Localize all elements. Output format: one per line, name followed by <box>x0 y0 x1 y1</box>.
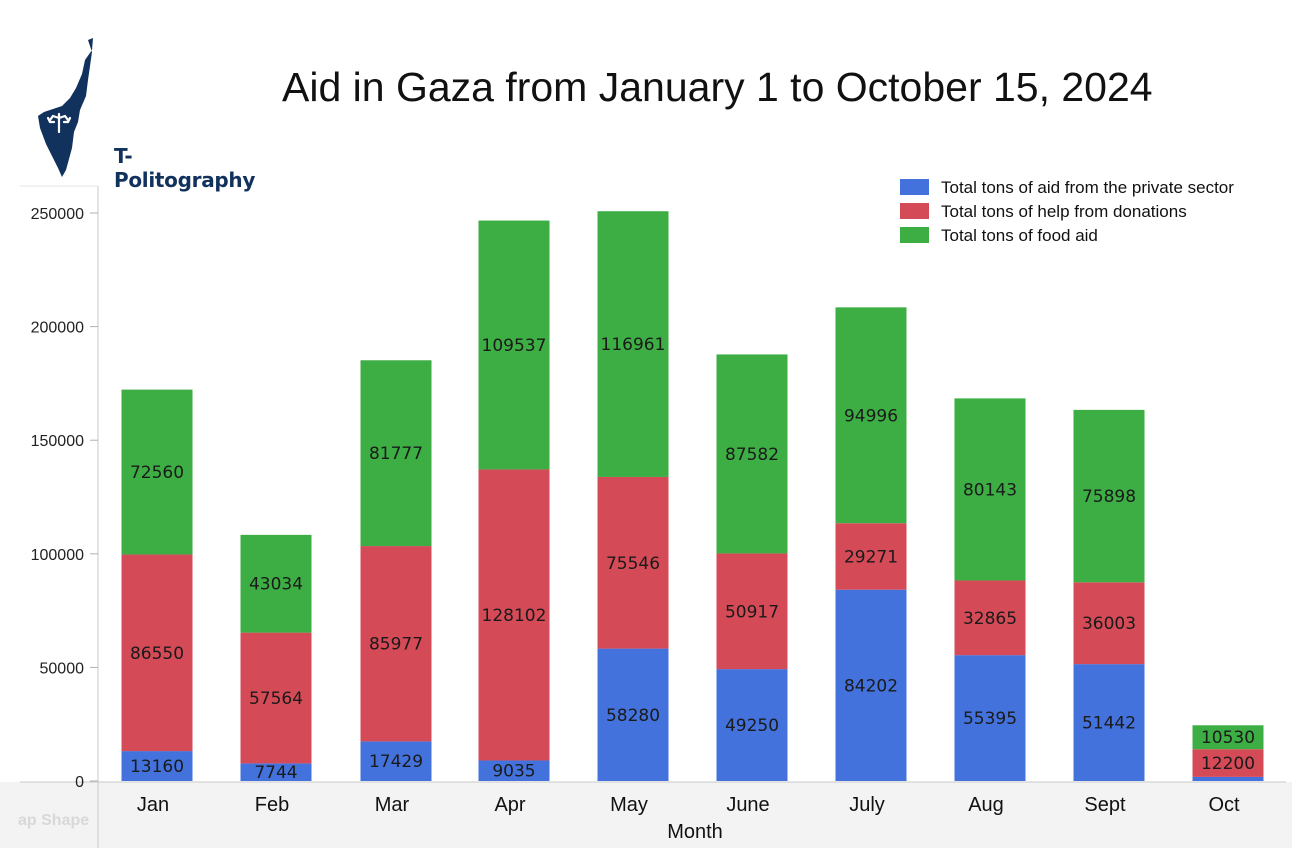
bar-segment-may-series-2 <box>597 476 669 649</box>
data-label: 58280 <box>606 706 660 726</box>
x-tick-label: Mar <box>375 794 410 816</box>
data-label: 128102 <box>482 606 547 626</box>
bar-segment-aug-series-1 <box>954 655 1026 781</box>
brand-logo: T-Politography <box>30 36 255 192</box>
data-label: 75898 <box>1082 487 1136 507</box>
x-tick-label: Aug <box>968 794 1004 816</box>
data-label: 13160 <box>130 757 184 777</box>
data-label: 85977 <box>369 635 423 655</box>
bar-segment-sept-series-2 <box>1073 582 1145 665</box>
data-label: 32865 <box>963 609 1017 629</box>
x-tick-label: Oct <box>1208 794 1240 816</box>
bar-segment-mar-series-3 <box>360 360 432 547</box>
logo-text: T-Politography <box>114 144 256 192</box>
bar-segment-oct-series-2 <box>1192 749 1264 777</box>
y-tick-label: 150000 <box>31 433 84 450</box>
bar-segment-apr-series-3 <box>478 220 550 470</box>
bar-segment-june-series-2 <box>716 553 788 670</box>
y-tick-label: 100000 <box>31 547 84 564</box>
bar-segment-july-series-1 <box>835 589 907 781</box>
data-label: 72560 <box>130 463 184 483</box>
y-tick-label: 250000 <box>31 206 84 223</box>
data-label: 36003 <box>1082 614 1136 634</box>
data-label: 17429 <box>369 752 423 772</box>
legend-label-series-2: Total tons of help from donations <box>941 202 1187 221</box>
bar-segment-may-series-3 <box>597 211 669 477</box>
bar-segment-aug-series-3 <box>954 398 1026 581</box>
watermark-text: ap Shape <box>18 812 90 829</box>
bar-segment-jan-series-2 <box>121 554 193 752</box>
x-tick-label: Jan <box>137 794 169 816</box>
bar-segment-may-series-1 <box>597 648 669 781</box>
data-label: 10530 <box>1201 728 1255 748</box>
data-label: 43034 <box>249 575 303 595</box>
data-label: 9035 <box>492 762 535 782</box>
bar-segment-july-series-2 <box>835 523 907 590</box>
legend-swatch-series-3 <box>900 227 929 243</box>
data-label: 87582 <box>725 445 779 465</box>
y-tick-label: 50000 <box>40 660 85 677</box>
bar-segment-jan-series-1 <box>121 751 193 781</box>
bar-segment-apr-series-1 <box>478 760 550 781</box>
x-axis-label: Month <box>667 821 723 843</box>
data-label: 109537 <box>482 336 547 356</box>
chart-footer-band <box>0 782 1292 848</box>
x-tick-label: July <box>849 794 885 816</box>
x-tick-label: May <box>610 794 648 816</box>
data-label: 12200 <box>1201 754 1255 774</box>
bar-segment-oct-series-3 <box>1192 725 1264 750</box>
legend-label-series-1: Total tons of aid from the private secto… <box>941 178 1234 197</box>
data-label: 80143 <box>963 480 1017 500</box>
bar-segment-jan-series-3 <box>121 389 193 555</box>
bar-segment-mar-series-1 <box>360 741 432 781</box>
y-tick-label: 200000 <box>31 320 84 337</box>
y-tick-label: 0 <box>75 774 84 791</box>
x-tick-label: Sept <box>1084 794 1126 816</box>
legend-swatch-series-1 <box>900 179 929 195</box>
bar-segment-apr-series-2 <box>478 469 550 761</box>
data-label: 84202 <box>844 676 898 696</box>
data-label: 116961 <box>601 335 666 355</box>
data-label: 94996 <box>844 406 898 426</box>
data-label: 75546 <box>606 554 660 574</box>
israel-map-icon <box>38 38 93 177</box>
data-label: 55395 <box>963 709 1017 729</box>
data-label: 51442 <box>1082 714 1136 734</box>
bar-segment-july-series-3 <box>835 307 907 524</box>
x-tick-label: June <box>726 794 769 816</box>
bar-segment-aug-series-2 <box>954 580 1026 656</box>
chart-title: Aid in Gaza from January 1 to October 15… <box>282 64 1153 110</box>
data-label: 49250 <box>725 716 779 736</box>
bar-segment-feb-series-3 <box>240 534 312 633</box>
bar-segment-oct-series-1 <box>1192 776 1264 781</box>
legend-swatch-series-2 <box>900 203 929 219</box>
bar-segment-june-series-1 <box>716 669 788 781</box>
bar-segment-mar-series-2 <box>360 546 432 742</box>
data-label: 57564 <box>249 689 303 709</box>
data-label: 50917 <box>725 602 779 622</box>
data-label: 81777 <box>369 444 423 464</box>
legend-label-series-3: Total tons of food aid <box>941 226 1098 245</box>
bar-segment-sept-series-1 <box>1073 664 1145 781</box>
data-label: 7744 <box>254 763 297 783</box>
x-tick-label: Feb <box>255 794 289 816</box>
bar-segment-feb-series-2 <box>240 632 312 764</box>
x-tick-label: Apr <box>494 794 525 816</box>
data-label: 86550 <box>130 644 184 664</box>
bar-segment-june-series-3 <box>716 354 788 554</box>
bar-segment-sept-series-3 <box>1073 409 1145 583</box>
data-label: 29271 <box>844 547 898 567</box>
bar-segment-feb-series-1 <box>240 763 312 781</box>
